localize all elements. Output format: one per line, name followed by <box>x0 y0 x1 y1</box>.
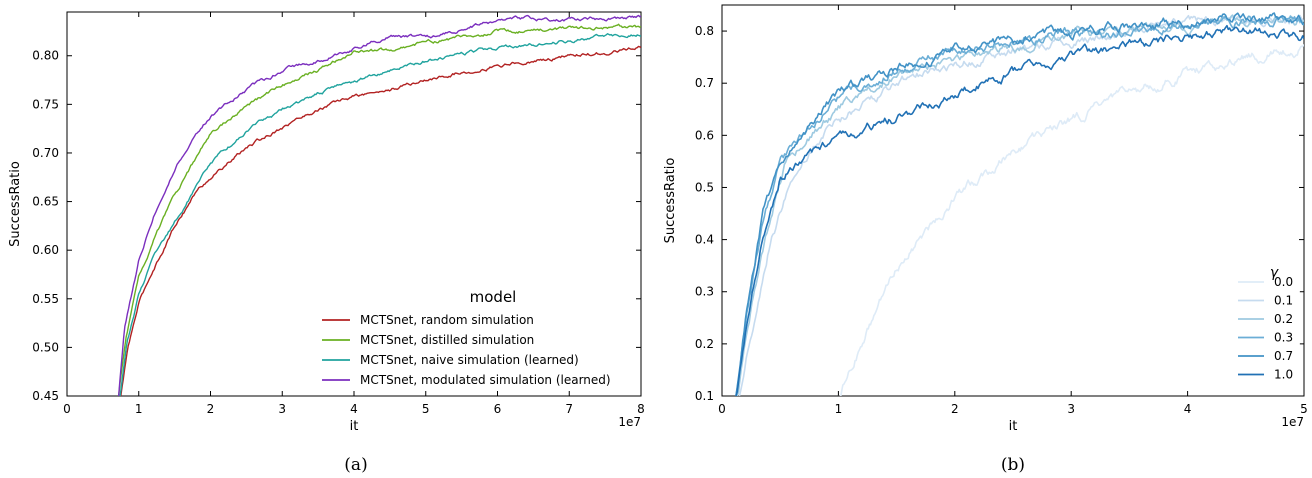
y-tick-label: 0.75 <box>32 97 59 111</box>
legend-label: MCTSnet, modulated simulation (learned) <box>360 373 611 387</box>
series-line-1 <box>120 45 641 396</box>
y-tick-label: 0.5 <box>695 180 714 194</box>
x-tick-label: 4 <box>1184 402 1192 416</box>
series-line-2 <box>117 23 641 396</box>
y-tick-label: 0.65 <box>32 195 59 209</box>
x-tick-label: 0 <box>63 402 71 416</box>
x-tick-label: 1 <box>835 402 843 416</box>
chart-panel-a: 0 1 2 3 4 5 6 7 8 0.45 0.50 0.55 0.60 0.65 0.70 0.75 0.8… <box>8 11 645 475</box>
x-tick-label: 6 <box>494 402 502 416</box>
legend: model MCTSnet, random simulation MCTSnet, … <box>312 282 634 390</box>
x-tick-label: 7 <box>565 402 573 416</box>
y-tick-label: 0.8 <box>695 24 714 38</box>
y-tick-label: 0.50 <box>32 340 59 354</box>
series-line-3 <box>119 33 641 396</box>
x-tick-label: 0 <box>718 402 726 416</box>
legend-label: 1.0 <box>1274 368 1293 382</box>
y-tick-label: 0.6 <box>695 128 714 142</box>
legend: γ0.0 0.1 0.2 0.3 0.7 1.0 <box>1228 257 1300 391</box>
y-tick-label: 0.7 <box>695 76 714 90</box>
legend-label: 0.7 <box>1274 349 1293 363</box>
y-tick-label: 0.2 <box>695 337 714 351</box>
y-tick-label: 0.1 <box>695 389 714 403</box>
x-tick-label: 5 <box>1300 402 1308 416</box>
y-tick-label: 0.45 <box>32 389 59 403</box>
y-axis-label: SuccessRatio <box>8 161 23 247</box>
x-tick-label: 5 <box>422 402 430 416</box>
y-tick-label: 0.55 <box>32 292 59 306</box>
series-line-6 <box>735 24 1304 396</box>
x-tick-label: 4 <box>350 402 358 416</box>
series-line-1 <box>838 44 1304 396</box>
legend-label: 0.0 <box>1274 275 1293 289</box>
panel-caption: (b) <box>1001 455 1025 475</box>
x-multiplier-label: 1e7 <box>1281 415 1304 429</box>
panel-caption: (a) <box>344 455 367 475</box>
legend-label: MCTSnet, distilled simulation <box>360 333 534 347</box>
y-tick-label: 0.60 <box>32 243 59 257</box>
legend-label: 0.2 <box>1274 312 1293 326</box>
legend-box <box>1228 257 1300 391</box>
legend-box <box>312 282 634 390</box>
y-axis-label: SuccessRatio <box>663 158 678 244</box>
x-multiplier-label: 1e7 <box>618 415 641 429</box>
x-tick-label: 3 <box>278 402 286 416</box>
x-tick-label: 8 <box>637 402 645 416</box>
x-tick-label: 1 <box>135 402 143 416</box>
y-tick-label: 0.80 <box>32 49 59 63</box>
legend-title: model <box>470 288 517 306</box>
series-lines <box>735 12 1304 396</box>
legend-title: γ <box>1270 265 1279 281</box>
legend-label: 0.1 <box>1274 294 1293 308</box>
y-tick-label: 0.70 <box>32 146 59 160</box>
series-lines <box>117 14 641 396</box>
legend-label: MCTSnet, naive simulation (learned) <box>360 353 579 367</box>
y-tick-label: 0.3 <box>695 285 714 299</box>
chart-panel-b: 0 1 2 3 4 5 0.1 0.2 0.3 0.4 0.5 0.6 0.7 0.8 it SuccessR… <box>663 4 1308 475</box>
x-axis-label: it <box>350 419 359 434</box>
legend-label: 0.3 <box>1274 331 1293 345</box>
x-tick-label: 3 <box>1067 402 1075 416</box>
y-tick-label: 0.4 <box>695 233 714 247</box>
series-line-5 <box>735 12 1304 396</box>
x-tick-label: 2 <box>951 402 959 416</box>
series-line-4 <box>117 14 641 396</box>
legend-label: MCTSnet, random simulation <box>360 313 534 327</box>
x-tick-label: 2 <box>207 402 215 416</box>
plot-frame <box>721 4 1305 397</box>
x-axis-label: it <box>1009 419 1018 434</box>
